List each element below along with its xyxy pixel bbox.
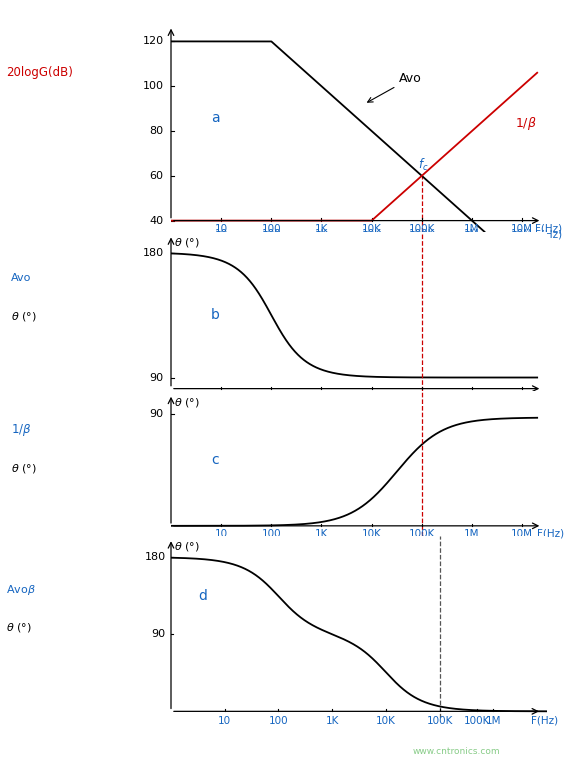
Text: Avo$\beta$: Avo$\beta$ bbox=[6, 583, 35, 597]
Text: c: c bbox=[211, 453, 219, 467]
Text: F(Hz): F(Hz) bbox=[535, 224, 562, 234]
Text: 60: 60 bbox=[149, 171, 164, 181]
Text: Avo: Avo bbox=[11, 273, 32, 283]
Text: 90: 90 bbox=[149, 372, 164, 382]
Text: 10M: 10M bbox=[511, 529, 533, 539]
Text: 1M: 1M bbox=[486, 716, 501, 726]
Text: $\theta$ (°): $\theta$ (°) bbox=[174, 540, 200, 553]
Text: 100K: 100K bbox=[464, 716, 490, 726]
Text: $\theta$ (°): $\theta$ (°) bbox=[6, 622, 31, 635]
Text: 20logG(dB): 20logG(dB) bbox=[6, 65, 72, 79]
Text: 100: 100 bbox=[262, 229, 281, 239]
Text: 10: 10 bbox=[214, 529, 228, 539]
Text: 100: 100 bbox=[262, 224, 281, 234]
Text: 10: 10 bbox=[214, 224, 228, 234]
Text: 90: 90 bbox=[149, 409, 164, 419]
Text: 10M: 10M bbox=[511, 229, 533, 239]
Text: $\theta$ (°): $\theta$ (°) bbox=[173, 397, 199, 410]
Text: F(Hz): F(Hz) bbox=[537, 529, 564, 539]
Text: d: d bbox=[198, 589, 207, 603]
Text: b: b bbox=[211, 309, 220, 322]
Text: 100K: 100K bbox=[426, 716, 453, 726]
Text: $\theta$ (°): $\theta$ (°) bbox=[11, 461, 37, 475]
Text: 1K: 1K bbox=[315, 224, 328, 234]
Text: 1M: 1M bbox=[464, 224, 480, 234]
Text: 1/$\beta$: 1/$\beta$ bbox=[515, 115, 536, 131]
Text: 80: 80 bbox=[149, 126, 164, 136]
Text: 10K: 10K bbox=[362, 529, 381, 539]
Text: 100K: 100K bbox=[409, 224, 435, 234]
Text: 1M: 1M bbox=[464, 529, 480, 539]
Text: 100: 100 bbox=[142, 81, 164, 91]
Text: $f_c$: $f_c$ bbox=[418, 157, 428, 173]
Text: 180: 180 bbox=[142, 248, 164, 258]
Text: 100K: 100K bbox=[409, 229, 435, 239]
Text: F(Hz): F(Hz) bbox=[535, 229, 562, 239]
Text: 10: 10 bbox=[218, 716, 231, 726]
Text: $\theta$ (°): $\theta$ (°) bbox=[11, 310, 37, 323]
Text: 1K: 1K bbox=[315, 529, 328, 539]
Text: Avo: Avo bbox=[368, 71, 422, 102]
Text: 1K: 1K bbox=[325, 716, 339, 726]
Text: www.cntronics.com: www.cntronics.com bbox=[412, 747, 500, 756]
Text: 1M: 1M bbox=[464, 229, 480, 239]
Text: 1K: 1K bbox=[315, 229, 328, 239]
Text: 10K: 10K bbox=[376, 716, 396, 726]
Text: a: a bbox=[211, 111, 220, 125]
Text: 10K: 10K bbox=[362, 229, 381, 239]
Text: 1/$\beta$: 1/$\beta$ bbox=[11, 423, 32, 439]
Text: F(Hz): F(Hz) bbox=[531, 716, 558, 726]
Text: 10K: 10K bbox=[362, 224, 381, 234]
Text: 90: 90 bbox=[152, 629, 166, 639]
Text: 40: 40 bbox=[149, 216, 164, 226]
Text: 180: 180 bbox=[145, 553, 166, 562]
Text: 100: 100 bbox=[262, 529, 281, 539]
Text: 120: 120 bbox=[142, 36, 164, 46]
Text: 100: 100 bbox=[268, 716, 288, 726]
Text: $\theta$ (°): $\theta$ (°) bbox=[173, 236, 199, 249]
Text: 100K: 100K bbox=[409, 529, 435, 539]
Text: 10M: 10M bbox=[511, 224, 533, 234]
Text: 10: 10 bbox=[214, 229, 228, 239]
